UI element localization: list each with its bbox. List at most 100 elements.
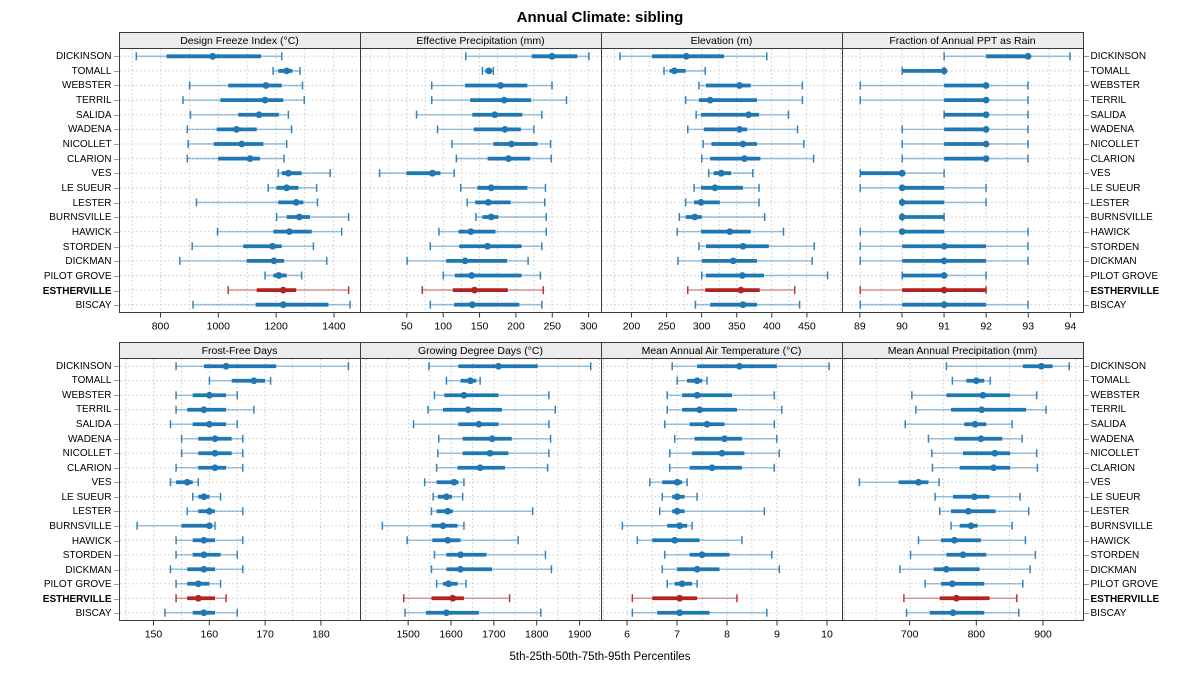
whisker-ves — [858, 478, 940, 487]
whisker-pilot-grove — [435, 579, 467, 588]
axis-tick-label: 250 — [657, 321, 675, 333]
whisker-hawick — [216, 227, 342, 236]
panels-container: Frost-Free Days 150 160 170 180 Growing Degre… — [118, 342, 1084, 643]
whisker-burnsville — [474, 213, 547, 222]
panel-frost-free-days: Frost-Free Days 150 160 170 180 — [118, 342, 361, 643]
whisker-terril — [665, 405, 783, 414]
x-axis-frost-free-days: 150 160 170 180 — [144, 621, 330, 641]
axis-tick-label: 50 — [400, 321, 412, 333]
whisker-burnsville — [949, 521, 1013, 530]
station-label: STORDEN — [1084, 240, 1196, 255]
panel-row-top: DICKINSON TOMALL WEBSTER TERRIL SALIDA WADENA… — [0, 32, 1200, 335]
whisker-webster — [910, 391, 1037, 400]
whisker-burnsville — [381, 521, 465, 530]
whisker-terril — [174, 405, 255, 414]
whisker-dickman — [858, 256, 1029, 265]
whisker-le-sueur — [459, 183, 546, 192]
whisker-clarion — [700, 154, 814, 163]
station-label: CLARION — [5, 152, 119, 167]
whisker-wadena — [436, 125, 535, 134]
whisker-salida — [412, 420, 550, 429]
whisker-terril — [684, 96, 803, 105]
whisker-terril — [430, 96, 567, 105]
station-label: PILOT GROVE — [1084, 577, 1196, 592]
panel-row-bottom: DICKINSON TOMALL WEBSTER TERRIL SALIDA WADENA… — [0, 342, 1200, 643]
axis-tick-label: 1700 — [482, 629, 506, 641]
station-label: PILOT GROVE — [5, 577, 119, 592]
panel-plot-area — [118, 359, 361, 621]
axis-tick-label: 450 — [798, 321, 816, 333]
whisker-salida — [415, 110, 543, 119]
station-label: SALIDA — [1084, 108, 1196, 123]
panel-mean-annual-precipitation-mm: Mean Annual Precipitation (mm) 700 800 900 — [841, 342, 1084, 643]
station-label: VES — [5, 166, 119, 181]
whisker-webster — [665, 391, 775, 400]
station-label: WADENA — [5, 122, 119, 137]
whisker-le-sueur — [191, 492, 221, 501]
axis-tick-label: 700 — [900, 629, 918, 641]
panel-plot-area — [841, 49, 1084, 313]
station-label: HAWICK — [5, 534, 119, 549]
axis-tick-label: 9 — [774, 629, 780, 641]
whisker-dickinson — [942, 52, 1071, 61]
axis-tick-label: 8 — [724, 629, 730, 641]
whisker-wadena — [686, 125, 798, 134]
station-label: BISCAY — [5, 607, 119, 622]
station-label: WEBSTER — [1084, 388, 1196, 403]
whisker-estherville — [421, 286, 544, 295]
whisker-tomall — [951, 376, 991, 385]
whisker-biscay — [905, 608, 1020, 617]
panel-plot-area — [359, 359, 602, 621]
whisker-dickman — [405, 256, 529, 265]
panel-plot-area — [118, 49, 361, 313]
whisker-dickinson — [135, 52, 283, 61]
panel-growing-degree-days-c: Growing Degree Days (°C) 1500 1600 1700 1800… — [359, 342, 602, 643]
axis-tick-label: 400 — [763, 321, 781, 333]
whisker-tomall — [900, 66, 948, 75]
whisker-webster — [433, 391, 550, 400]
station-label: TOMALL — [1084, 64, 1196, 79]
whisker-nicollet — [668, 449, 780, 458]
whisker-nicollet — [701, 139, 805, 148]
station-label: BISCAY — [1084, 298, 1196, 313]
axis-tick-label: 180 — [312, 629, 330, 641]
station-label: BURNSVILLE — [5, 210, 119, 225]
whisker-tomall — [271, 66, 301, 75]
station-label: NICOLLET — [5, 137, 119, 152]
station-label: HAWICK — [5, 225, 119, 240]
whisker-estherville — [226, 286, 349, 295]
station-label: LE SUEUR — [1084, 490, 1196, 505]
axis-tick-label: 7 — [674, 629, 680, 641]
whisker-biscay — [858, 300, 1029, 309]
station-label: ESTHERVILLE — [5, 592, 119, 607]
whisker-terril — [426, 405, 556, 414]
panel-strip-title: Effective Precipitation (mm) — [359, 32, 602, 49]
axis-tick-label: 160 — [200, 629, 218, 641]
whisker-burnsville — [135, 521, 216, 530]
axis-tick-label: 150 — [470, 321, 488, 333]
axis-tick-label: 1900 — [567, 629, 591, 641]
whisker-le-sueur — [266, 183, 317, 192]
whisker-biscay — [429, 300, 543, 309]
panel-strip-title: Design Freeze Index (°C) — [118, 32, 361, 49]
whisker-clarion — [435, 463, 548, 472]
axis-tick-label: 800 — [151, 321, 169, 333]
axis-tick-label: 150 — [144, 629, 162, 641]
whisker-dickman — [430, 565, 552, 574]
station-label: DICKINSON — [1084, 359, 1196, 374]
station-label: LE SUEUR — [5, 181, 119, 196]
whisker-dickman — [676, 256, 813, 265]
station-label: NICOLLET — [5, 446, 119, 461]
chart-title: Annual Climate: sibling — [516, 9, 684, 26]
whisker-estherville — [631, 594, 738, 603]
axis-tick-label: 350 — [727, 321, 745, 333]
whisker-storden — [429, 242, 543, 251]
whisker-hawick — [917, 536, 1026, 545]
whisker-ves — [858, 169, 945, 178]
station-label: PILOT GROVE — [1084, 269, 1196, 284]
whisker-estherville — [686, 286, 795, 295]
whisker-dickman — [660, 565, 780, 574]
axis-tick-label: 250 — [543, 321, 561, 333]
percentiles-caption: 5th-25th-50th-75th-95th Percentiles — [509, 651, 691, 663]
